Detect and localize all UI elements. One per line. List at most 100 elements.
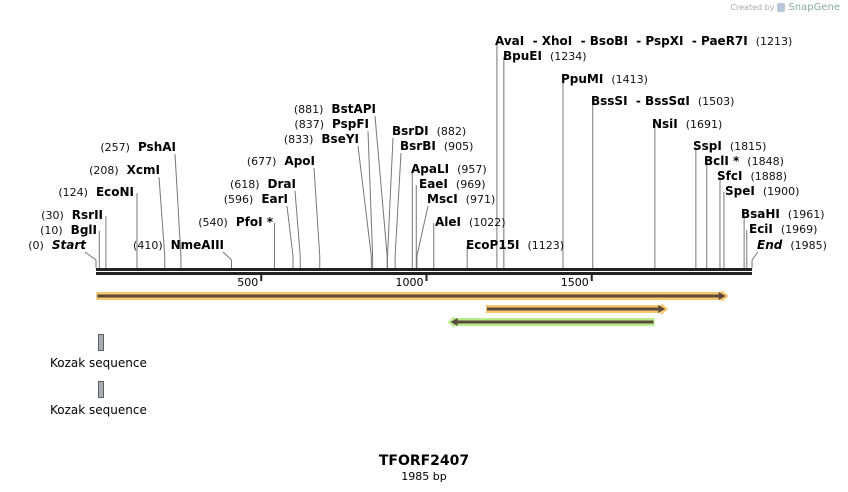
site-name: RsrII [71,208,103,222]
restriction-site[interactable]: (677) ApoI [247,154,315,169]
site-line [222,251,232,261]
site-name: MscI [427,192,458,206]
restriction-site[interactable]: AvaI - XhoI - BsoBI - PspXI - PaeR7I (121… [495,34,792,49]
restriction-site[interactable]: AleI (1022) [435,215,506,230]
restriction-site[interactable]: BsrDI (882) [392,124,466,139]
site-name: DraI [267,177,296,191]
site-position: (881) [293,103,324,116]
restriction-site[interactable]: (0) Start [28,238,86,253]
ruler-tick [260,275,263,281]
site-position: (971) [465,193,496,206]
site-name: Start [51,238,86,252]
backbone-top-strand [96,268,753,271]
restriction-site[interactable]: PpuMI (1413) [561,72,648,87]
site-line [367,130,374,257]
site-position: (10) [40,224,63,237]
site-line [84,251,97,261]
ruler-tick-label: 1500 [560,276,589,289]
restriction-site[interactable]: BsrBI (905) [400,139,473,154]
site-line [174,153,182,257]
site-position: (905) [443,140,474,153]
site-name: PpuMI [561,72,604,86]
kozak-feature-2[interactable] [98,381,104,398]
site-position: (596) [223,193,254,206]
credit-prefix: Created by [730,3,775,12]
restriction-site[interactable]: BclI * (1848) [704,154,784,169]
site-name: BseYI [321,132,359,146]
site-name: BsrBI [400,139,436,153]
site-name: AvaI - XhoI - BsoBI - PspXI - PaeR7I [495,34,748,48]
restriction-site[interactable]: BpuEI (1234) [503,49,587,64]
feature-core [486,307,659,311]
site-name: EcoP15I [466,238,520,252]
kozak-label-2: Kozak sequence [50,403,147,417]
restriction-site[interactable]: ApaLI (957) [411,162,487,177]
site-name: ApaLI [411,162,450,176]
arrow-icon [658,305,666,313]
ruler-tick-label: 500 [237,276,259,289]
site-name: BclI * [704,154,740,168]
site-name: AleI [435,215,462,229]
site-name: BpuEI [503,49,542,63]
site-name: ApoI [284,154,315,168]
site-position: (1234) [549,50,587,63]
arrow-icon [718,292,726,300]
orf-feature-reverse[interactable] [447,316,655,328]
restriction-site[interactable]: SfcI (1888) [717,169,787,184]
site-name: PfoI * [235,215,273,229]
orf-feature-forward[interactable] [485,303,669,315]
site-position: (837) [294,118,325,131]
site-position: (1213) [755,35,793,48]
restriction-site[interactable]: (881) BstAPI [294,102,376,117]
restriction-site[interactable]: (124) EcoNI [58,185,134,200]
site-name: EarI [261,192,288,206]
site-name: EaeI [419,177,448,191]
restriction-site[interactable]: EciI (1969) [749,222,817,237]
site-position: (410) [133,239,163,252]
site-line [286,205,294,257]
ruler-tick-label: 1000 [395,276,424,289]
restriction-site[interactable]: End (1985) [757,238,827,253]
restriction-site[interactable]: (837) PspFI [294,117,369,132]
site-name: BsrDI [392,124,429,138]
restriction-site[interactable]: SspI (1815) [693,139,766,154]
restriction-site[interactable]: NsiI (1691) [652,117,722,132]
restriction-site[interactable]: EaeI (969) [419,177,486,192]
site-position: (30) [41,209,64,222]
site-name: BsaHI [741,207,780,221]
site-name: BglI [70,223,97,237]
site-name: SpeI [725,184,755,198]
site-line [313,167,321,257]
restriction-site[interactable]: (833) BseYI [284,132,359,147]
restriction-site[interactable]: MscI (971) [427,192,495,207]
restriction-site[interactable]: (208) XcmI [89,163,160,178]
site-position: (124) [58,186,88,199]
restriction-site[interactable]: (10) BglI [40,223,97,238]
site-name: BstAPI [331,102,376,116]
restriction-site[interactable]: (618) DraI [230,177,296,192]
kozak-feature-1[interactable] [98,334,104,351]
restriction-site[interactable]: (596) EarI [224,192,288,207]
restriction-site[interactable]: EcoP15I (1123) [466,238,564,253]
site-name: NsiI [652,117,678,131]
site-line [387,137,394,257]
backbone-bottom-strand [96,272,753,275]
restriction-site[interactable]: (540) PfoI * [198,215,273,230]
site-position: (1691) [685,118,723,131]
site-name: PspFI [332,117,369,131]
restriction-site[interactable]: (30) RsrII [41,208,103,223]
site-position: (540) [198,216,228,229]
restriction-site[interactable]: SpeI (1900) [725,184,799,199]
site-position: (1815) [729,140,767,153]
site-name: NmeAIII [170,238,224,252]
restriction-site[interactable]: BsaHI (1961) [741,207,824,222]
restriction-site[interactable]: (257) PshAI [100,140,176,155]
orf-feature-forward[interactable] [96,290,729,302]
restriction-site[interactable]: (410) NmeAIII [133,238,224,253]
site-line [416,205,429,257]
restriction-site[interactable]: BssSI - BssSαI (1503) [591,94,734,109]
sequence-title: TFORF2407 [378,453,470,469]
site-line [751,251,759,261]
site-position: (833) [283,133,314,146]
site-position: (1503) [697,95,735,108]
